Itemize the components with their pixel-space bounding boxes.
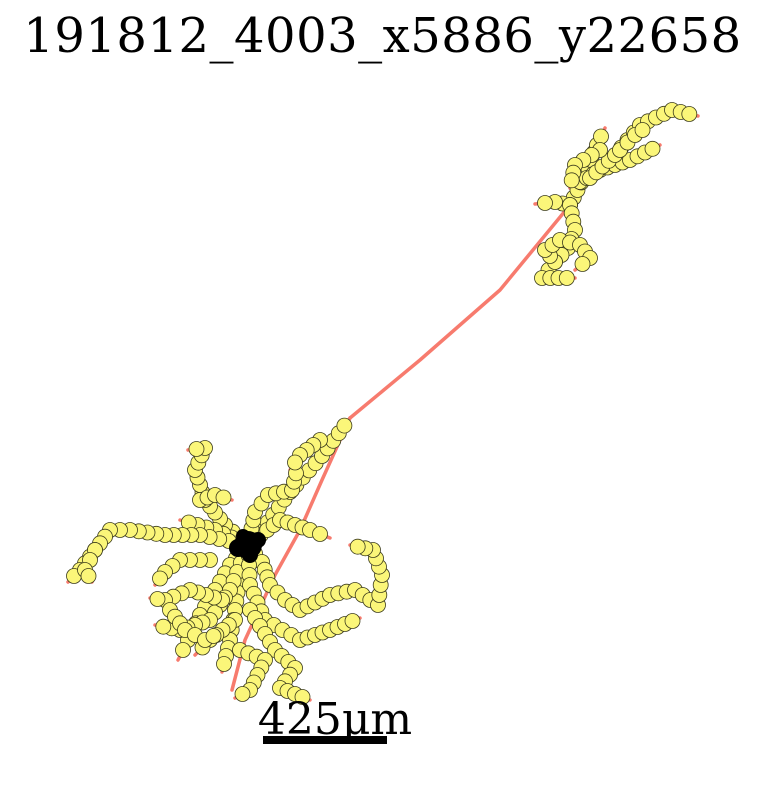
neurite-node: [336, 417, 353, 434]
neurite-node: [80, 568, 97, 584]
neurite-node: [175, 642, 191, 658]
neurite-node: [681, 106, 698, 122]
neurite-node: [188, 441, 205, 457]
soma: [229, 529, 266, 563]
neurite-node: [234, 686, 251, 702]
neurite-nodes: [66, 102, 698, 705]
neurite-node: [563, 172, 580, 189]
neurite-node: [215, 489, 232, 506]
neurite-node: [593, 128, 609, 145]
soma-blob: [250, 532, 266, 548]
figure-title: 191812_4003_x5886_y22658: [23, 8, 742, 64]
neurite-node: [216, 656, 232, 672]
neurite-node: [644, 140, 661, 157]
neurite-node: [558, 270, 575, 286]
neurite-node: [149, 591, 166, 607]
soma-blob: [242, 547, 258, 563]
neurite-node: [634, 122, 651, 138]
neurite-node: [537, 195, 553, 211]
scale-bar: [263, 736, 387, 744]
neurite-node: [349, 538, 366, 555]
neurite-node: [152, 570, 168, 587]
soma-blob: [236, 529, 250, 543]
neurite-node: [205, 628, 222, 644]
neurite-branch: [348, 203, 572, 420]
neurite-node: [344, 613, 361, 629]
neurite-node: [574, 256, 591, 272]
neurite-node: [287, 454, 303, 471]
neurite-node: [294, 689, 311, 705]
neurite-node: [312, 526, 328, 542]
neurite-node: [155, 618, 172, 635]
